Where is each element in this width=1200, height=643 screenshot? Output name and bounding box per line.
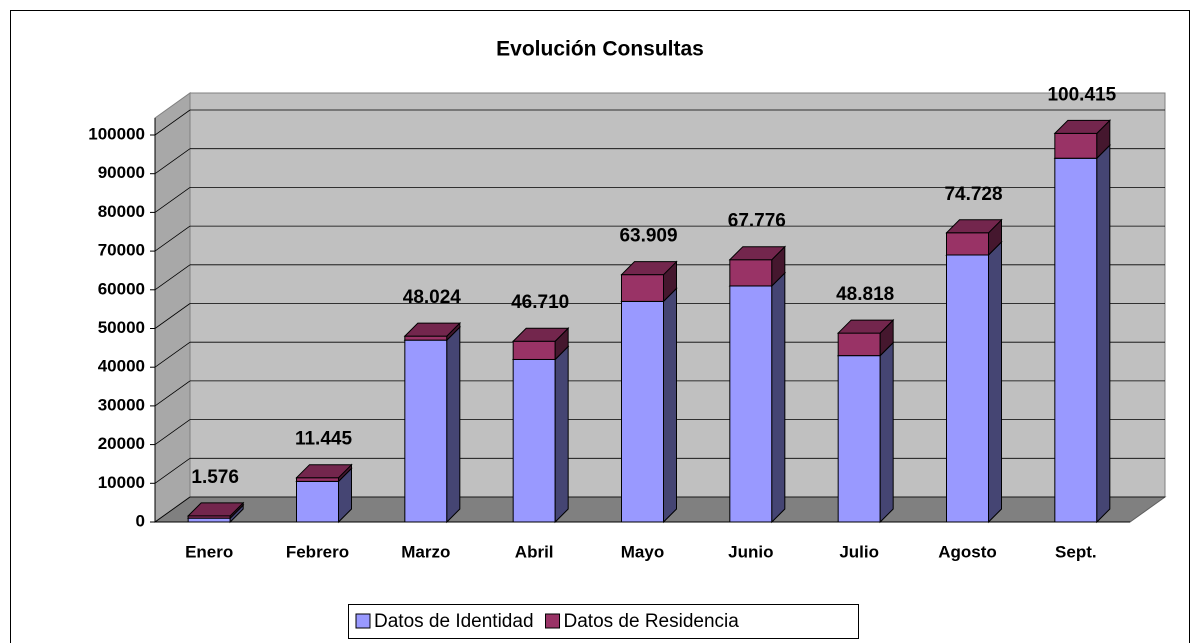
bar-front — [512, 340, 556, 360]
bar-front — [1054, 132, 1098, 159]
y-tick-label: 70000 — [98, 241, 145, 260]
grid-line — [154, 225, 191, 252]
y-tick-label: 100000 — [88, 124, 145, 143]
bar-front — [837, 355, 881, 523]
bar-front — [621, 274, 664, 302]
bar-top — [1053, 119, 1112, 134]
grid-line — [154, 264, 191, 291]
bar-top — [403, 322, 462, 337]
grid-line — [154, 148, 191, 175]
bar-front — [946, 232, 989, 256]
y-tick-label: 20000 — [98, 434, 145, 453]
bar-top — [620, 261, 678, 276]
total-label: 63.909 — [619, 226, 677, 247]
y-tick-label: 60000 — [98, 279, 145, 298]
bar-front — [621, 300, 664, 523]
grid-line — [154, 380, 191, 407]
bar-front — [729, 285, 773, 523]
legend-label: Datos de Identidad — [374, 611, 534, 632]
legend-swatch — [355, 613, 371, 629]
y-tick-label: 30000 — [98, 395, 145, 414]
legend-box — [348, 604, 859, 639]
y-tick-label: 0 — [136, 511, 145, 530]
y-tick-label: 90000 — [98, 163, 145, 182]
grid-line — [154, 419, 191, 445]
x-tick-label: Mayo — [621, 542, 664, 561]
x-tick-label: Julio — [839, 542, 879, 561]
bar-side — [771, 271, 786, 524]
x-tick-label: Abril — [515, 542, 554, 561]
bar-top — [186, 502, 245, 517]
total-label: 48.818 — [836, 284, 894, 305]
bar-front — [296, 477, 339, 482]
x-tick-label: Febrero — [286, 542, 349, 561]
grid-line — [154, 457, 191, 484]
bar-front — [946, 254, 989, 523]
x-tick-label: Junio — [728, 542, 773, 561]
bar-front — [729, 259, 773, 287]
bar-side — [446, 325, 461, 524]
bar-side — [879, 341, 894, 524]
grid-line — [154, 341, 191, 368]
bar-top — [728, 246, 787, 261]
x-tick-label: Enero — [185, 542, 233, 561]
bar-side — [663, 287, 677, 524]
bar-top — [511, 327, 570, 342]
grid-line — [154, 187, 191, 213]
y-tick-label: 80000 — [98, 202, 145, 221]
bar-side — [1096, 144, 1111, 524]
bar-front — [404, 335, 448, 341]
x-tick-label: Agosto — [938, 542, 997, 561]
bar-front — [512, 358, 556, 523]
total-label: 48.024 — [403, 287, 462, 308]
bar-front — [837, 332, 881, 357]
bar-front — [187, 517, 231, 523]
chart-title: Evolución Consultas — [496, 38, 704, 61]
bar-front — [1054, 157, 1098, 523]
bar-side — [554, 345, 569, 524]
grid-line — [154, 496, 191, 523]
legend-swatch — [545, 613, 561, 629]
grid-line — [154, 109, 191, 136]
total-label: 67.776 — [728, 211, 786, 232]
bar-side — [988, 240, 1002, 524]
y-tick-label: 10000 — [98, 473, 145, 492]
total-label: 74.728 — [944, 184, 1002, 205]
bar-top — [836, 319, 895, 334]
total-label: 46.710 — [511, 292, 569, 313]
bar-front — [296, 480, 339, 523]
x-tick-label: Sept. — [1055, 542, 1097, 561]
total-label: 11.445 — [295, 429, 352, 450]
bar-front — [404, 339, 448, 523]
x-tick-label: Marzo — [401, 542, 450, 561]
grid-line — [154, 303, 191, 329]
total-label: 1.576 — [191, 467, 239, 488]
legend-label: Datos de Residencia — [564, 611, 740, 632]
bar-top — [945, 219, 1003, 234]
bar-top — [295, 464, 353, 479]
y-tick-label: 50000 — [98, 318, 145, 337]
total-label: 100.415 — [1047, 84, 1116, 105]
y-tick-label: 40000 — [98, 357, 145, 376]
